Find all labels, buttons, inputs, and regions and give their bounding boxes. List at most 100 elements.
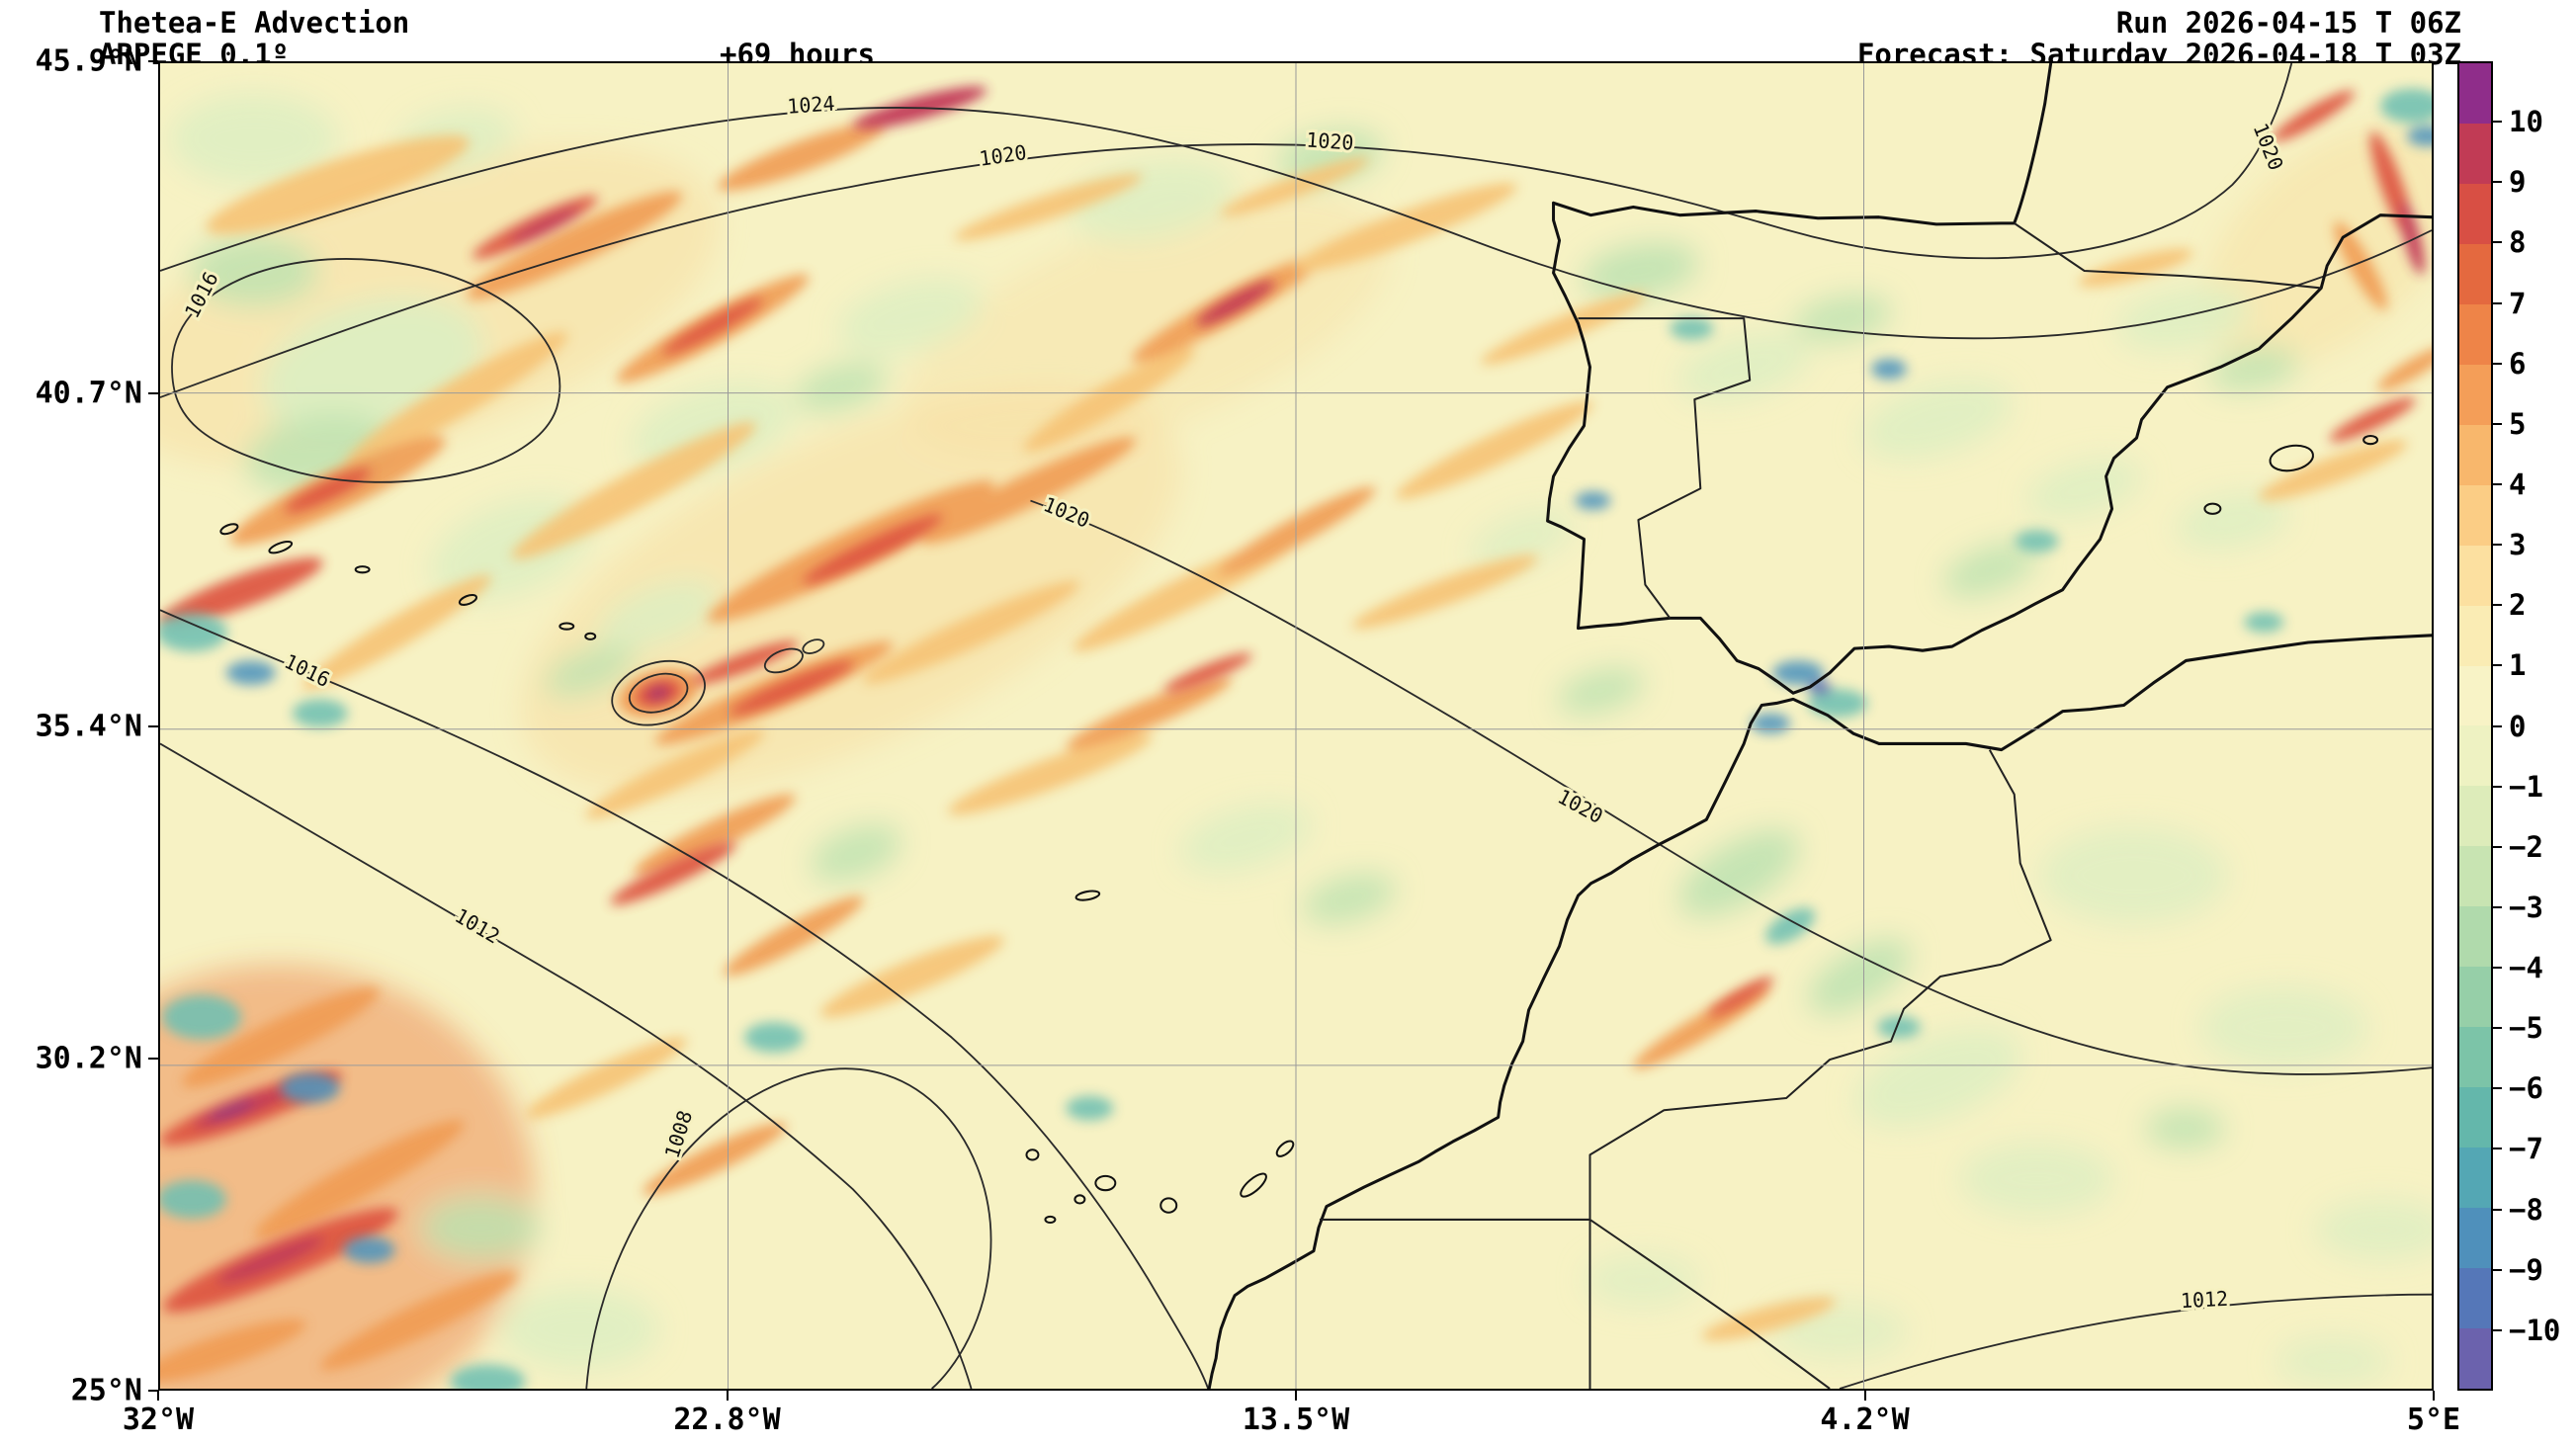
colorbar-segment [2459,786,2491,847]
colorbar-tick-mark [2493,422,2502,425]
y-tick-mark [148,1057,158,1060]
colorbar-segment [2459,605,2491,666]
colorbar-segment [2459,1148,2491,1209]
colorbar-tick-label: −10 [2509,1313,2561,1347]
colorbar-tick-mark [2493,241,2502,244]
colorbar-tick-mark [2493,482,2502,485]
colorbar-tick-label: −3 [2509,890,2543,924]
colorbar-tick-label: −4 [2509,951,2543,985]
colorbar-tick-mark [2493,362,2502,365]
colorbar-segment [2459,967,2491,1028]
colorbar-tick-label: −2 [2509,829,2543,864]
colorbar-tick-label: 8 [2509,225,2527,260]
x-tick-label: 22.8°W [673,1403,781,1437]
colorbar-tick-label: −8 [2509,1192,2543,1227]
colorbar-segment [2459,183,2491,244]
colorbar-segment [2459,665,2491,726]
colorbar-tick-label: 7 [2509,286,2527,320]
colorbar-tick-mark [2493,301,2502,304]
field-blue-patches [160,88,2432,1389]
coastlines [219,63,2432,1389]
model-label: ARPEGE 0.1º [99,38,290,71]
x-tick-mark [1863,1391,1866,1401]
colorbar-tick-label: 3 [2509,528,2527,562]
x-tick-label: 4.2°W [1820,1403,1910,1437]
grid-lines [160,63,2432,1389]
map-plot: 1016 1024 1020 1020 1020 1016 1012 1008 … [158,61,2434,1391]
isobar-label: 1024 [787,91,836,119]
x-tick-mark [157,1391,159,1401]
colorbar-tick-mark [2493,1087,2502,1090]
colorbar-tick-label: 4 [2509,467,2527,501]
y-tick-label: 40.7°N [35,376,142,411]
colorbar-tick-label: −6 [2509,1071,2543,1106]
colorbar-tick-label: 0 [2509,709,2527,743]
colorbar-segment [2459,846,2491,907]
chart-title: Thetea-E Advection [99,6,410,40]
x-axis: 32°W 22.8°W 13.5°W 4.2°W 5°E [123,1391,2460,1444]
colorbar-tick-mark [2493,121,2502,124]
x-tick-label: 5°E [2406,1403,2461,1437]
y-tick-mark [148,60,158,62]
colorbar-segment [2459,243,2491,304]
colorbar-tick-mark [2493,724,2502,727]
map-svg: 1016 1024 1020 1020 1020 1016 1012 1008 … [160,63,2432,1389]
colorbar-tick-mark [2493,1208,2502,1211]
colorbar-segment [2459,1268,2491,1329]
colorbar-tick-label: −5 [2509,1011,2543,1046]
x-tick-label: 13.5°W [1242,1403,1350,1437]
y-tick-label: 45.9°N [35,43,142,79]
colorbar-segment [2459,303,2491,365]
colorbar-tick-label: 10 [2509,105,2543,139]
colorbar-tick-mark [2493,785,2502,788]
colorbar-segment [2459,63,2491,124]
y-tick-label: 35.4°N [35,709,142,743]
colorbar-tick-mark [2493,544,2502,547]
isobar-contours [160,63,2432,1389]
colorbar-segment [2459,545,2491,606]
colorbar-tick-mark [2493,664,2502,667]
colorbar-segment [2459,1208,2491,1269]
colorbar-segment [2459,1027,2491,1088]
run-label: Run 2026-04-15 T 06Z [2115,6,2461,40]
colorbar-tick-mark [2493,1027,2502,1030]
colorbar-segment [2459,725,2491,787]
y-tick-mark [148,392,158,395]
colorbar-tick-label: 1 [2509,648,2527,683]
colorbar-tick-label: 5 [2509,406,2527,441]
colorbar-tick-mark [2493,181,2502,184]
colorbar-tick-label: −1 [2509,769,2543,804]
colorbar-tick-label: −7 [2509,1132,2543,1166]
colorbar-tick-mark [2493,845,2502,848]
colorbar-segment [2459,364,2491,425]
colorbar-segment [2459,906,2491,968]
colorbar-segment [2459,424,2491,485]
colorbar-tick-label: 2 [2509,588,2527,623]
x-tick-mark [1295,1391,1297,1401]
y-tick-mark [148,724,158,727]
x-tick-label: 32°W [122,1403,195,1437]
colorbar-ticks: 10 9 8 7 6 5 4 3 2 1 0 −1 −2 −3 −4 −5 −6 −7 −8 −9 −10 [2493,61,2576,1391]
y-tick-mark [148,1390,158,1392]
colorbar-tick-label: 9 [2509,165,2527,200]
y-axis: 45.9°N 40.7°N 35.4°N 30.2°N 25°N [0,44,158,1408]
colorbar-segment [2459,123,2491,184]
isobar-label: 1012 [2180,1287,2228,1314]
colorbar-tick-mark [2493,1328,2502,1331]
colorbar-tick-mark [2493,604,2502,607]
colorbar [2457,61,2493,1391]
y-tick-label: 30.2°N [35,1041,142,1076]
colorbar-tick-mark [2493,1148,2502,1150]
colorbar-tick-mark [2493,1268,2502,1271]
colorbar-segment [2459,1087,2491,1148]
colorbar-tick-mark [2493,905,2502,908]
x-tick-mark [726,1391,729,1401]
colorbar-segment [2459,1328,2491,1389]
colorbar-segment [2459,484,2491,546]
y-tick-label: 25°N [70,1373,142,1408]
x-tick-mark [2433,1391,2435,1401]
colorbar-tick-label: −9 [2509,1252,2543,1287]
colorbar-tick-mark [2493,967,2502,970]
isobar-label: 1020 [1306,128,1355,155]
